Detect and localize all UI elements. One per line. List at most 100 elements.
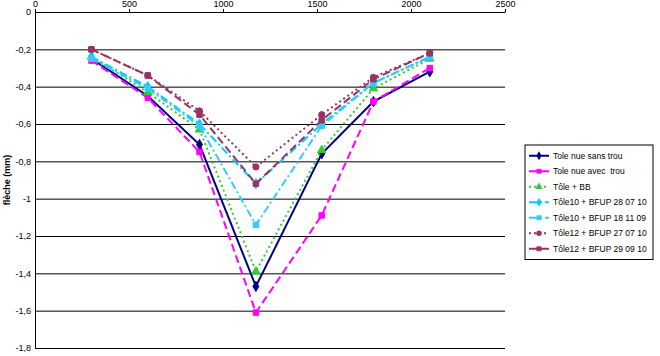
y-tick-label: -0,2 (15, 45, 31, 55)
series-group (87, 46, 434, 315)
x-tick-mark (129, 9, 130, 12)
x-tick-mark (317, 9, 318, 12)
series-marker (88, 46, 94, 52)
y-tick-label: 0 (26, 7, 31, 17)
series-marker (318, 145, 326, 152)
x-tick: 1500 (307, 0, 327, 12)
series-line (91, 57, 429, 184)
y-tick-label: -1,4 (15, 269, 31, 279)
y-axis: 0 -0,2 -0,4 -0,6 -0,8 -1 -1,2 -1,4 -1,6 -1,8 (15, 7, 505, 353)
series-marker (145, 95, 150, 100)
x-tick-label: 1000 (213, 0, 233, 9)
series-marker (145, 86, 150, 91)
x-tick: 1000 (213, 0, 233, 12)
legend-marker (536, 230, 542, 236)
y-tick-label: -0,8 (15, 157, 31, 167)
grid-line (35, 236, 505, 237)
legend-label: Tôle12 + BFUP 27 07 10 (553, 228, 647, 238)
series-marker (427, 65, 432, 70)
y-axis-line (35, 13, 36, 349)
series-marker (197, 112, 202, 117)
series-marker (252, 267, 260, 274)
x-tick: 2500 (495, 0, 515, 12)
x-tick-mark (223, 9, 224, 12)
grid-line (35, 199, 505, 200)
series-line (91, 49, 429, 183)
x-axis-line (36, 12, 506, 13)
series-marker (371, 76, 376, 81)
legend-label: Tôle + BB (553, 182, 591, 192)
series-marker (370, 97, 376, 107)
series-marker (319, 118, 324, 123)
series-marker (197, 139, 203, 149)
legend: Tole nue sans trouTole nue avec trouTôle… (525, 145, 653, 260)
series-marker (253, 164, 259, 170)
x-tick: 2000 (401, 0, 421, 12)
series-marker (197, 119, 203, 129)
series-marker (89, 56, 94, 61)
y-tick-label: -1,8 (15, 343, 31, 353)
series-marker (145, 82, 151, 92)
series-line (91, 57, 429, 272)
y-tick-label: -1,2 (15, 231, 31, 241)
series-marker (253, 281, 259, 291)
series-line (91, 61, 429, 313)
legend-label: Tole nue sans trou (553, 151, 623, 161)
x-tick-label: 2000 (401, 0, 421, 9)
legend-marker (537, 215, 542, 220)
x-tick: 0 (33, 0, 38, 12)
x-tick: 500 (122, 0, 137, 12)
series-line (91, 57, 429, 225)
grid-line (35, 87, 505, 88)
series-marker (197, 123, 202, 128)
legend-marker (537, 169, 542, 174)
x-tick-mark (505, 9, 506, 12)
y-tick-label: -1,6 (15, 306, 31, 316)
y-tick: -1,8 (15, 343, 505, 353)
chart: 0 -0,2 -0,4 -0,6 -0,8 -1 -1,2 -1,4 -1,6 -1,8 0 500 1… (0, 0, 660, 356)
x-tick-label: 1500 (307, 0, 327, 9)
grid-line (35, 49, 505, 50)
series-marker (253, 310, 258, 315)
series-marker (253, 179, 259, 189)
legend-marker (536, 151, 541, 160)
y-tick: -0,4 (15, 82, 505, 92)
y-tick-label: -0,6 (15, 119, 31, 129)
y-tick: -0,8 (15, 157, 505, 167)
x-tick-label: 2500 (495, 0, 515, 9)
series-marker (319, 213, 324, 218)
series-marker (197, 149, 202, 154)
x-tick-label: 0 (33, 0, 38, 9)
y-tick-label: -1 (23, 194, 31, 204)
legend-marker (536, 198, 541, 207)
series-marker (145, 72, 151, 78)
series-marker (145, 73, 150, 78)
grid-line (35, 273, 505, 274)
grid-line (35, 124, 505, 125)
y-tick: -1,2 (15, 231, 505, 241)
series-marker (371, 99, 376, 104)
x-tick-mark (35, 9, 36, 12)
y-tick-label: -0,4 (15, 82, 31, 92)
x-tick-label: 500 (122, 0, 137, 9)
series-marker (88, 52, 94, 62)
series-marker (319, 112, 325, 118)
y-tick: -0,6 (15, 119, 505, 129)
series-marker (427, 50, 432, 55)
y-tick: 0 (26, 7, 505, 17)
grid-line (35, 12, 505, 13)
series-marker (253, 181, 258, 186)
x-axis: 0 500 1000 1500 2000 2500 (33, 0, 516, 13)
y-axis-title: flèche (mm) (2, 155, 12, 206)
grid-line (35, 311, 505, 312)
legend-marker (537, 246, 542, 251)
grid-line (35, 348, 505, 349)
legend-label: Tôle12 + BFUP 29 09 10 (553, 244, 647, 254)
legend-marker (535, 182, 542, 188)
series-line (91, 49, 429, 167)
legend-box (525, 145, 653, 260)
series-line (91, 59, 429, 287)
y-tick: -1 (23, 194, 505, 204)
series-marker (89, 47, 94, 52)
legend-label: Tôle10 + BFUP 28 07 10 (553, 197, 647, 207)
